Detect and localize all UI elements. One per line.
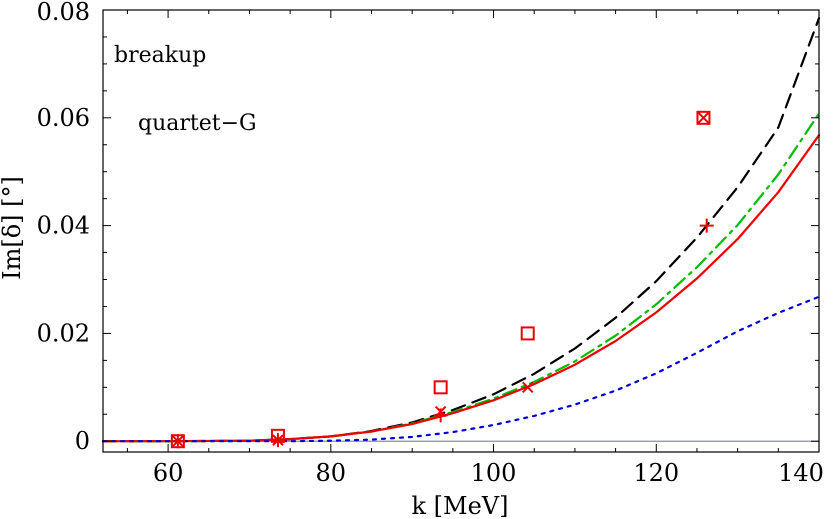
x-tick-label: 60	[153, 459, 184, 487]
x-tick-label: 120	[633, 459, 679, 487]
y-tick-label: 0.04	[37, 212, 90, 240]
marker-square	[696, 110, 711, 125]
annotation-breakup: breakup	[114, 43, 206, 68]
x-tick-label: 140	[778, 459, 824, 487]
x-tick-label: 80	[316, 459, 347, 487]
marker-plus	[699, 218, 714, 233]
x-tick-label: 100	[471, 459, 517, 487]
y-tick-label: 0.06	[37, 104, 90, 132]
marker-square	[433, 380, 448, 395]
marker-square	[520, 326, 535, 341]
marker-layer	[170, 110, 714, 449]
y-axis-label: Im[δ] [°]	[0, 176, 26, 280]
x-axis-label: k [MeV]	[411, 492, 508, 519]
plot-frame	[102, 9, 820, 453]
y-tick-label: 0.02	[37, 319, 90, 347]
y-tick-label: 0	[75, 427, 90, 455]
marker-plus	[433, 408, 448, 423]
y-tick-label: 0.08	[37, 0, 90, 26]
tick-layer: 60 80 100 120 140 0 0.02 0.04 0.06 0.08	[37, 0, 824, 487]
marker-cross	[697, 112, 710, 124]
series-layer	[101, 17, 821, 443]
series-dashdot-green	[101, 112, 821, 443]
series-solid-red	[101, 134, 821, 443]
marker-plus	[170, 434, 185, 449]
marker-cross	[522, 381, 534, 394]
series-dashed-black	[101, 17, 821, 443]
series-dotted-blue	[101, 295, 821, 443]
annotation-quartet-g: quartet−G	[138, 111, 257, 136]
marker-plus	[270, 433, 285, 448]
